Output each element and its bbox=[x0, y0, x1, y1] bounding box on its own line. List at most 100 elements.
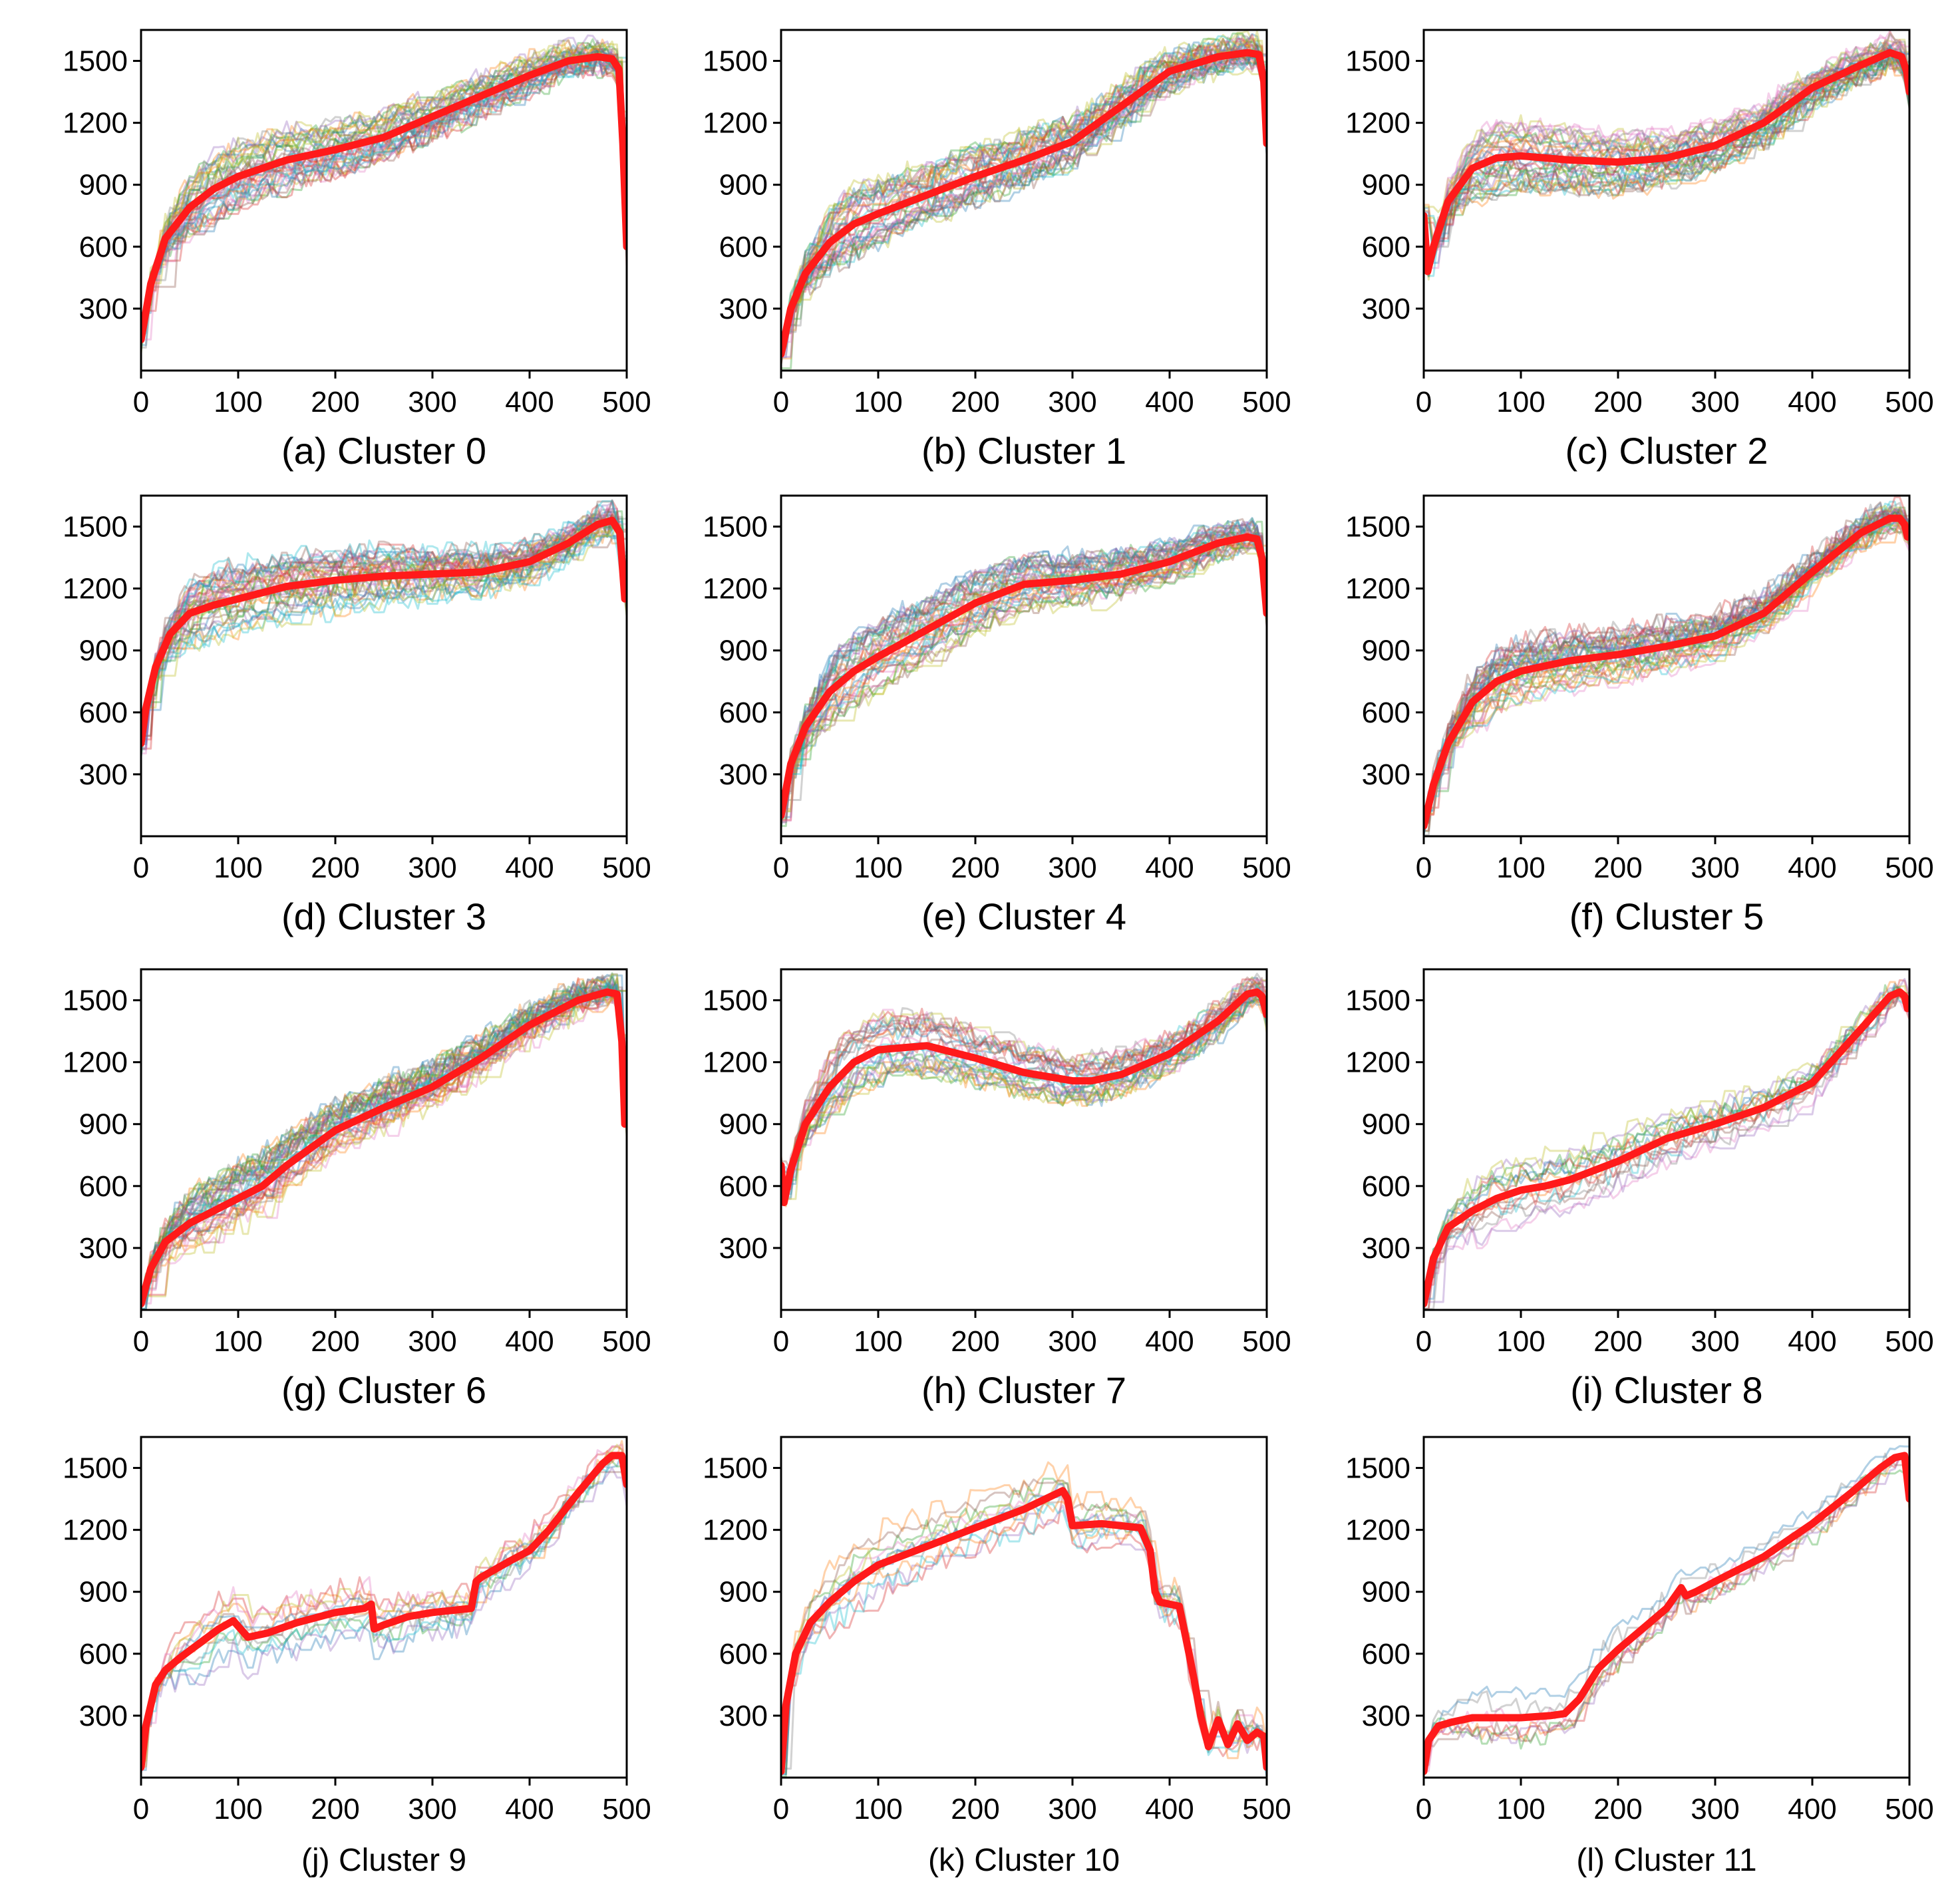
trace-line bbox=[141, 535, 627, 743]
x-tick-label: 200 bbox=[951, 852, 999, 884]
trace-line bbox=[781, 36, 1267, 356]
y-tick-label: 900 bbox=[79, 1576, 128, 1609]
trace-line bbox=[1424, 982, 1909, 1305]
chart-panel-j: 0 100 200 300 400 500 300 600 900 1200 1500 (j) Clu… bbox=[63, 1436, 651, 1878]
y-tick-label: 1500 bbox=[703, 985, 768, 1017]
trace-line bbox=[141, 527, 627, 747]
trace-line bbox=[781, 545, 1267, 812]
trace-line bbox=[141, 1456, 627, 1760]
trace-line bbox=[781, 522, 1267, 810]
trace-line bbox=[781, 1000, 1267, 1186]
trace-line bbox=[141, 44, 627, 339]
trace-group bbox=[141, 34, 627, 354]
trace-line bbox=[781, 539, 1267, 810]
trace-group bbox=[141, 972, 627, 1310]
trace-line bbox=[141, 46, 627, 337]
mean-line bbox=[141, 1452, 627, 1771]
trace-line bbox=[141, 59, 627, 344]
trace-line bbox=[141, 1452, 627, 1760]
trace-line bbox=[141, 977, 627, 1309]
trace-group bbox=[141, 1440, 627, 1774]
trace-line bbox=[141, 1444, 627, 1762]
trace-line bbox=[781, 987, 1267, 1187]
panel-caption: (d) Cluster 3 bbox=[281, 895, 486, 937]
x-tick-label: 400 bbox=[505, 852, 554, 884]
trace-line bbox=[781, 36, 1267, 355]
x-tick-label: 0 bbox=[133, 852, 149, 884]
trace-line bbox=[781, 1491, 1267, 1776]
trace-line bbox=[141, 510, 627, 746]
chart-panel-e: 0 100 200 300 400 500 300 600 900 1200 1500 (e) Clu… bbox=[703, 494, 1291, 937]
x-tick-label: 300 bbox=[408, 1793, 456, 1825]
trace-line bbox=[141, 974, 627, 1304]
trace-line bbox=[781, 521, 1267, 810]
trace-line bbox=[141, 988, 627, 1307]
x-tick-label: 200 bbox=[311, 1325, 359, 1358]
trace-line bbox=[781, 526, 1267, 810]
trace-line bbox=[1424, 520, 1909, 822]
x-tick-label: 0 bbox=[1416, 386, 1432, 418]
trace-line bbox=[141, 979, 627, 1310]
trace-line bbox=[781, 59, 1267, 351]
trace-line bbox=[141, 507, 627, 745]
trace-line bbox=[1424, 978, 1909, 1303]
trace-line bbox=[141, 51, 627, 344]
trace-line bbox=[781, 530, 1267, 816]
mean-line bbox=[1424, 49, 1909, 275]
trace-line bbox=[781, 43, 1267, 342]
x-tick-label: 100 bbox=[854, 386, 902, 418]
x-tick-label: 400 bbox=[1788, 1325, 1836, 1358]
trace-line bbox=[781, 542, 1267, 823]
panel-caption: (g) Cluster 6 bbox=[281, 1369, 486, 1411]
y-tick-label: 1200 bbox=[63, 573, 128, 605]
trace-line bbox=[1424, 60, 1909, 277]
y-tick-label: 900 bbox=[1362, 1108, 1410, 1141]
axes-frame bbox=[1422, 494, 1911, 838]
trace-line bbox=[1424, 33, 1909, 259]
trace-line bbox=[1424, 31, 1909, 269]
y-tick-label: 1200 bbox=[703, 1046, 768, 1079]
trace-line bbox=[1424, 59, 1909, 278]
trace-line bbox=[781, 534, 1267, 822]
y-tick-label: 1500 bbox=[703, 511, 768, 544]
trace-line bbox=[1424, 50, 1909, 273]
x-tick-label: 500 bbox=[1885, 852, 1933, 884]
x-tick-label: 500 bbox=[1242, 1325, 1291, 1358]
trace-line bbox=[1424, 508, 1909, 826]
x-tick-label: 300 bbox=[1691, 1325, 1739, 1358]
trace-line bbox=[141, 55, 627, 335]
trace-line bbox=[141, 500, 627, 737]
axes-frame bbox=[780, 1436, 1268, 1779]
panel-caption: (a) Cluster 0 bbox=[281, 430, 486, 472]
axes-frame bbox=[780, 494, 1268, 838]
trace-line bbox=[781, 52, 1267, 361]
trace-line bbox=[1424, 31, 1909, 214]
trace-line bbox=[781, 522, 1267, 824]
x-tick-label: 300 bbox=[1691, 386, 1739, 418]
panel-caption: (b) Cluster 1 bbox=[921, 430, 1126, 472]
x-tick-label: 400 bbox=[1788, 1793, 1836, 1825]
trace-line bbox=[781, 534, 1267, 827]
y-tick-label: 300 bbox=[1362, 758, 1410, 791]
y-tick-label: 600 bbox=[1362, 1638, 1410, 1670]
trace-line bbox=[141, 1467, 627, 1773]
x-tick-label: 400 bbox=[505, 386, 554, 418]
x-tick-label: 100 bbox=[214, 386, 262, 418]
trace-line bbox=[781, 35, 1267, 349]
x-tick-label: 100 bbox=[1496, 1325, 1545, 1358]
trace-line bbox=[141, 998, 627, 1304]
trace-line bbox=[141, 500, 627, 757]
trace-line bbox=[141, 992, 627, 1305]
trace-line bbox=[141, 53, 627, 333]
trace-line bbox=[141, 983, 627, 1299]
trace-line bbox=[781, 520, 1267, 820]
trace-line bbox=[1424, 985, 1909, 1295]
panel-caption: (k) Cluster 10 bbox=[928, 1843, 1120, 1878]
y-tick-label: 300 bbox=[719, 1700, 768, 1732]
y-tick-label: 1500 bbox=[63, 985, 128, 1017]
y-tick-label: 900 bbox=[719, 1108, 768, 1141]
trace-line bbox=[1424, 502, 1909, 816]
x-tick-label: 200 bbox=[951, 1793, 999, 1825]
trace-line bbox=[141, 983, 627, 1309]
y-tick-label: 1500 bbox=[63, 1452, 128, 1485]
